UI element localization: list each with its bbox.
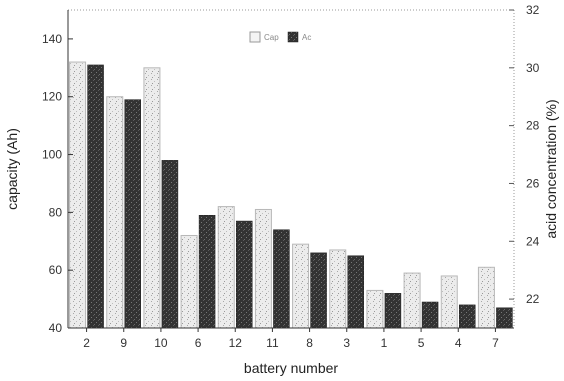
bar-capacity	[329, 249, 347, 329]
bar-capacity	[106, 96, 124, 329]
legend: Cap Ac	[249, 31, 311, 43]
bar-capacity	[292, 243, 310, 329]
bar-capacity	[366, 289, 384, 329]
bar-acid	[273, 229, 290, 329]
legend-swatch-acid	[287, 31, 299, 43]
y2-tick-label: 32	[526, 3, 540, 17]
bar-acid	[124, 99, 141, 329]
bar-acid	[384, 293, 402, 329]
x-tick-label: 10	[154, 336, 168, 350]
bar-acid	[347, 255, 364, 329]
bar-capacity	[440, 275, 458, 329]
bar-acid	[459, 304, 476, 329]
legend-label-capacity: Cap	[264, 33, 279, 42]
bars	[69, 61, 513, 329]
bar-acid	[496, 307, 513, 329]
bar-acid	[198, 215, 216, 329]
x-tick-label: 1	[381, 336, 388, 350]
y-tick-label: 40	[49, 321, 63, 335]
bar-capacity	[69, 61, 87, 329]
y2-tick-label: 24	[526, 234, 540, 248]
x-axis-label: battery number	[244, 360, 338, 376]
y-tick-label: 100	[42, 148, 62, 162]
bar-capacity	[477, 266, 495, 329]
y2-tick-label: 22	[526, 292, 540, 306]
bar-capacity	[217, 206, 235, 329]
bar-capacity	[254, 208, 272, 329]
x-tick-label: 6	[195, 336, 202, 350]
axes: 40 60 80 100 120 140 22 24 26 28 30 32 2 9 10 6 12 11 8 3 1 5…	[42, 3, 540, 350]
bar-capacity	[143, 67, 161, 329]
y-tick-label: 120	[42, 90, 62, 104]
y2-tick-label: 26	[526, 176, 540, 190]
bar-capacity	[180, 234, 198, 329]
y-tick-label: 60	[49, 263, 63, 277]
x-tick-label: 4	[455, 336, 462, 350]
x-tick-label: 2	[83, 336, 90, 350]
y2-tick-label: 28	[526, 119, 540, 133]
bar-acid	[87, 64, 104, 329]
bar-acid	[421, 301, 439, 329]
y2-axis-label: acid concentration (%)	[543, 99, 559, 238]
x-tick-label: 7	[492, 336, 499, 350]
x-tick-label: 8	[306, 336, 313, 350]
bar-acid	[236, 220, 253, 329]
legend-label-acid: Ac	[302, 33, 311, 42]
y2-tick-label: 30	[526, 61, 540, 75]
legend-swatch-capacity	[249, 31, 261, 43]
bar-acid	[310, 252, 327, 329]
x-tick-label: 3	[343, 336, 350, 350]
y-tick-label: 140	[42, 32, 62, 46]
bar-acid	[161, 160, 179, 329]
bar-capacity	[403, 272, 421, 329]
x-tick-label: 12	[229, 336, 243, 350]
y-tick-label: 80	[49, 205, 63, 219]
plot-frame	[68, 9, 515, 328]
x-tick-label: 5	[418, 336, 425, 350]
x-tick-label: 9	[120, 336, 127, 350]
x-tick-label: 11	[266, 336, 279, 350]
y-axis-label: capacity (Ah)	[4, 128, 20, 210]
